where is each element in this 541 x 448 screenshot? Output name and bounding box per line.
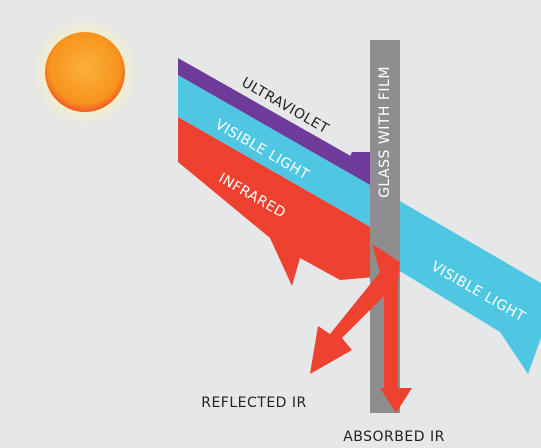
- diagram: ULTRAVIOLET VISIBLE LIGHT INFRARED GLASS…: [0, 0, 541, 448]
- glass-label: GLASS WITH FILM: [377, 66, 393, 198]
- sun: [45, 32, 125, 112]
- reflected-label: REFLECTED IR: [201, 395, 307, 411]
- absorbed-label: ABSORBED IR: [343, 429, 445, 445]
